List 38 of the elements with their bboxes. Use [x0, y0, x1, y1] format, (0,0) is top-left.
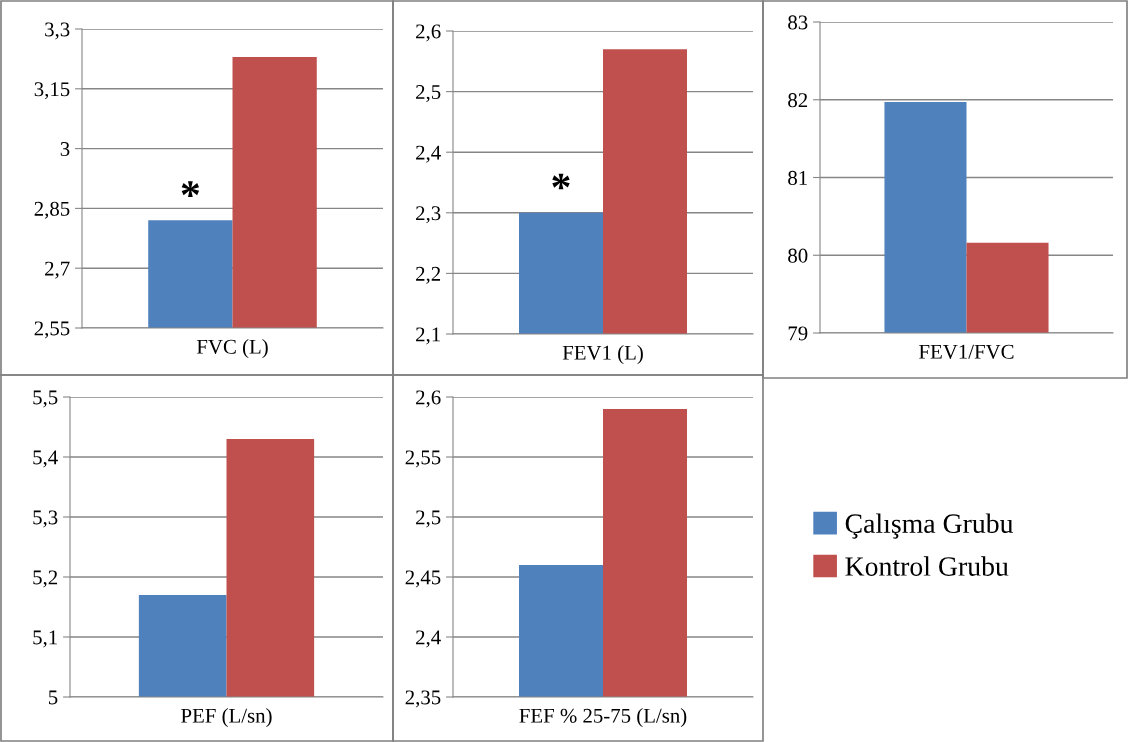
y-tick-label: 5,4: [33, 450, 58, 468]
annotation: *: [181, 181, 200, 197]
annotation: *: [552, 173, 570, 190]
y-tick-label: 2,55: [34, 321, 70, 339]
y-tick-label: 3: [60, 142, 70, 157]
y-tick-label: 2,35: [405, 690, 441, 708]
y-tick-label: 82: [788, 93, 808, 108]
y-tick-label: 2,55: [405, 450, 441, 468]
y-tick-label: 79: [788, 326, 808, 341]
legend-label: Kontrol Grubu: [845, 556, 1009, 576]
y-tick-label: 2,6: [416, 24, 441, 42]
y-tick-label: 5,5: [33, 390, 58, 408]
y-tick-label: 2,2: [416, 266, 441, 284]
x-tick-label: FEV1/FVC: [919, 344, 1014, 359]
y-tick-label: 2,7: [45, 261, 70, 279]
y-tick-label: 2,85: [34, 201, 70, 219]
y-tick-label: 2,4: [416, 630, 441, 648]
x-tick-label: PEF (L/sn): [181, 708, 272, 727]
x-tick-label: FVC (L): [196, 339, 268, 358]
x-tick-label: FEF % 25-75 (L/sn): [519, 708, 687, 727]
y-tick-label: 5,1: [33, 630, 57, 648]
y-tick-label: 3,3: [45, 22, 70, 40]
x-tick-label: FEV1 (L): [562, 345, 643, 364]
y-tick-label: 5,2: [33, 570, 58, 588]
y-tick-label: 2,1: [416, 327, 440, 345]
y-tick-label: 5,3: [33, 510, 58, 528]
y-tick-label: 5: [48, 690, 58, 705]
y-tick-label: 2,3: [416, 206, 441, 224]
y-tick-label: 3,15: [34, 82, 70, 100]
y-tick-label: 2,6: [416, 390, 441, 408]
y-tick-label: 2,5: [416, 510, 441, 528]
legend-label: Çalışma Grubu: [845, 513, 1014, 539]
y-tick-label: 2,45: [405, 570, 441, 588]
y-tick-label: 80: [788, 248, 808, 263]
y-tick-label: 2,4: [416, 145, 441, 163]
y-tick-label: 81: [788, 170, 807, 185]
y-tick-label: 2,5: [416, 85, 441, 103]
y-tick-label: 83: [788, 15, 808, 30]
